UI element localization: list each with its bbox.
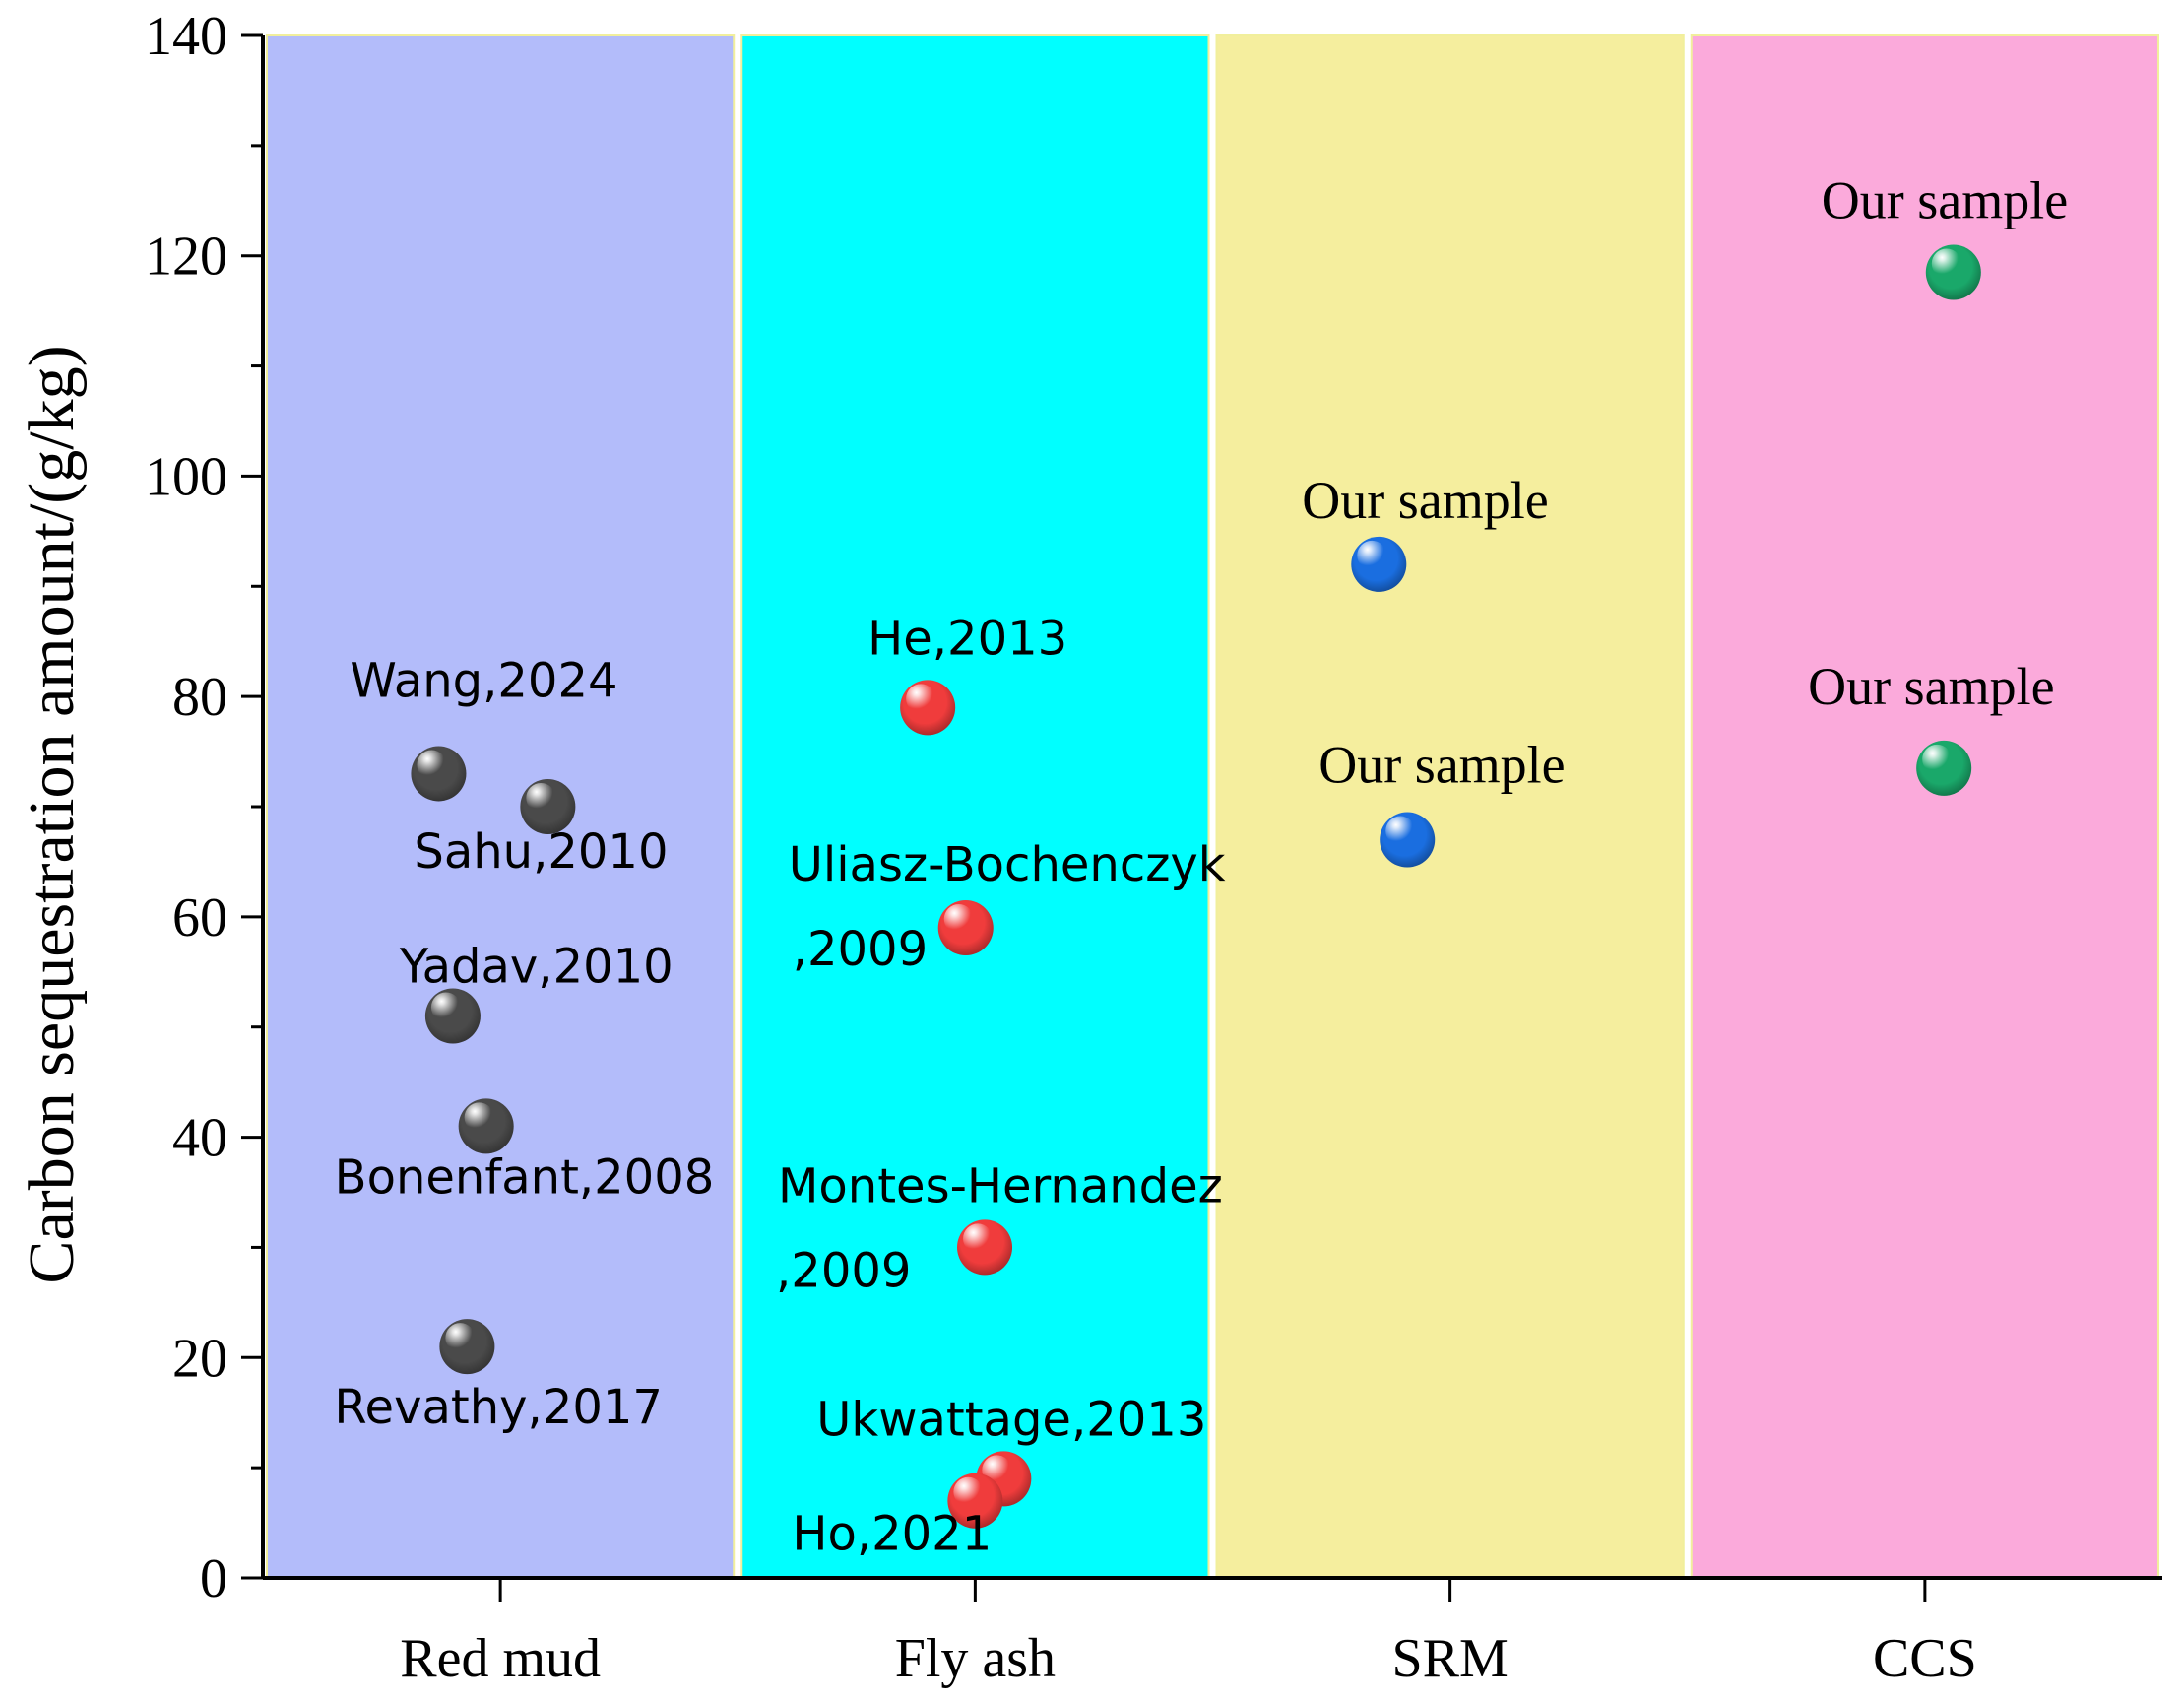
point-label-montes-hernandez-2009: Montes-Hernandez xyxy=(778,1158,1223,1213)
point-label-uliasz-bochenczyk-2009: Uliasz-Bochenczyk xyxy=(789,837,1226,892)
point-label-wang-2024: Wang,2024 xyxy=(350,653,617,708)
band-red-mud xyxy=(266,34,736,1579)
y-tick-label: 60 xyxy=(172,887,227,949)
marker-fly-ash-1-highlight xyxy=(906,684,936,714)
y-tick-label: 100 xyxy=(145,446,227,507)
point-label-yadav-2010: Yadav,2010 xyxy=(399,940,674,995)
band-srm xyxy=(1215,34,1685,1579)
y-tick-label: 0 xyxy=(200,1548,227,1609)
marker-fly-ash-5-highlight xyxy=(953,1476,984,1507)
y-tick-label: 40 xyxy=(172,1108,227,1169)
x-tick-label-ccs: CCS xyxy=(1873,1628,1977,1689)
y-tick-label: 140 xyxy=(145,6,227,67)
marker-fly-ash-3-highlight xyxy=(963,1223,994,1254)
marker-ccs-2-highlight xyxy=(1922,744,1953,774)
band-fly-ash xyxy=(740,34,1210,1579)
marker-red-mud-4-highlight xyxy=(464,1102,494,1133)
point-label-ho-2021: Ho,2021 xyxy=(792,1507,992,1562)
x-tick-label-fly-ash: Fly ash xyxy=(895,1628,1056,1689)
marker-srm-1-highlight xyxy=(1357,540,1387,570)
x-tick-label-red-mud: Red mud xyxy=(400,1628,601,1689)
marker-ccs-1-highlight xyxy=(1931,248,1961,279)
point-label-our-sample: Our sample xyxy=(1822,170,2068,229)
y-axis-label: Carbon sequestration amount/(g/kg) xyxy=(16,345,88,1283)
x-tick-label-srm: SRM xyxy=(1391,1628,1508,1689)
marker-red-mud-1-highlight xyxy=(417,750,447,780)
point-label-montes-hernandez-2009-year: ,2009 xyxy=(776,1243,911,1298)
y-tick-label: 20 xyxy=(172,1328,227,1389)
y-tick-label: 80 xyxy=(172,667,227,728)
point-label-our-sample: Our sample xyxy=(1808,657,2054,716)
y-tick-label: 120 xyxy=(145,227,227,288)
point-label-our-sample: Our sample xyxy=(1318,736,1565,795)
marker-fly-ash-2-highlight xyxy=(943,904,974,935)
marker-red-mud-5-highlight xyxy=(445,1323,476,1353)
point-label-he-2013: He,2013 xyxy=(867,611,1067,666)
point-label-sahu-2010: Sahu,2010 xyxy=(414,824,668,880)
marker-red-mud-3-highlight xyxy=(430,992,461,1022)
point-label-bonenfant-2008: Bonenfant,2008 xyxy=(335,1149,715,1205)
marker-srm-2-highlight xyxy=(1385,816,1416,846)
point-label-revathy-2017: Revathy,2017 xyxy=(334,1380,663,1435)
marker-red-mud-2-highlight xyxy=(526,783,556,813)
point-label-our-sample: Our sample xyxy=(1302,471,1548,530)
point-label-ukwattage-2013: Ukwattage,2013 xyxy=(816,1392,1206,1447)
point-label-uliasz-bochenczyk-2009-year: ,2009 xyxy=(793,922,928,977)
band-ccs xyxy=(1690,34,2159,1579)
